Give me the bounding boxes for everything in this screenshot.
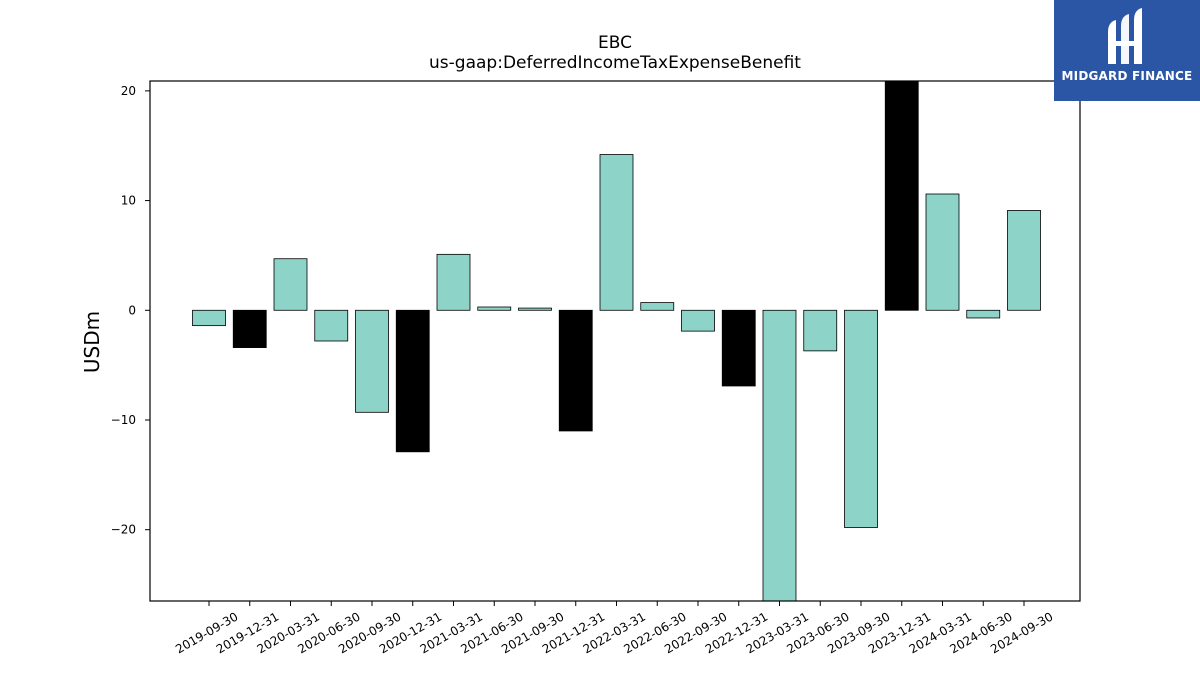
bar-2019-12-31 [232, 309, 267, 348]
bar-2023-06-30 [803, 309, 838, 352]
bar-2020-12-31 [395, 309, 430, 453]
y-axis-label: USDm [80, 311, 104, 373]
bar-2022-03-31 [599, 154, 634, 311]
bar-2021-12-31 [558, 309, 593, 432]
bars-group [192, 80, 1041, 602]
y-tick-label: 0 [128, 303, 136, 317]
bar-2021-09-30 [518, 307, 552, 311]
y-tick-label: 20 [121, 84, 136, 98]
bar-2022-09-30 [681, 309, 715, 332]
plot-frame [149, 80, 1081, 602]
brand-logo-text: MIDGARD FINANCE [1061, 69, 1193, 83]
bar-2023-09-30 [844, 309, 878, 528]
y-tick-label: −20 [111, 523, 136, 537]
y-axis-ticks: −20 −10 0 10 20 [111, 84, 150, 537]
bar-2023-03-31 [762, 309, 797, 602]
brand-logo: MIDGARD FINANCE [1054, 0, 1200, 101]
bar-2020-06-30 [314, 309, 349, 342]
bar-2022-12-31 [721, 309, 756, 387]
bar-2019-09-30 [192, 309, 226, 327]
bar-2020-03-31 [273, 258, 308, 311]
bar-2023-12-31 [884, 80, 919, 311]
chart-title: EBC [598, 33, 632, 53]
bar-2024-06-30 [966, 309, 1001, 319]
bar-2021-06-30 [477, 306, 512, 311]
chart-subtitle: us-gaap:DeferredIncomeTaxExpenseBenefit [429, 53, 801, 73]
y-tick-label: −10 [111, 413, 136, 427]
bar-2022-06-30 [640, 302, 675, 311]
x-axis-ticks: 2019-09-302019-12-312020-03-312020-06-30… [173, 601, 1056, 656]
bar-2024-03-31 [925, 193, 960, 311]
bar-2024-09-30 [1007, 210, 1041, 311]
bar-2020-09-30 [355, 309, 389, 413]
midgard-logo-icon [1108, 8, 1142, 64]
y-tick-label: 10 [121, 194, 136, 208]
bar-2021-03-31 [436, 253, 471, 311]
